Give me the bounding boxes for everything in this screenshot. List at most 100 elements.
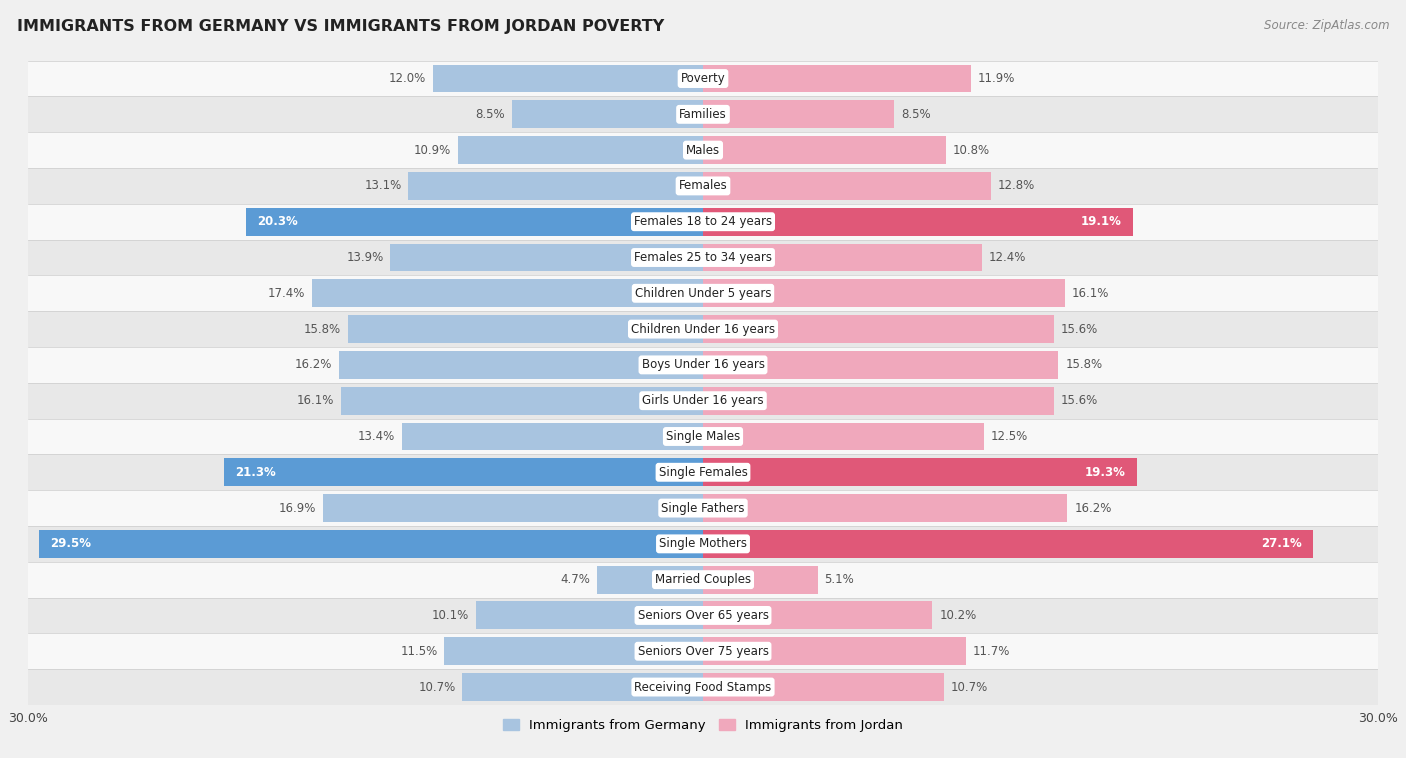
Text: Females 25 to 34 years: Females 25 to 34 years [634, 251, 772, 264]
Bar [28, 562, 1378, 597]
Bar [28, 312, 1378, 347]
Text: 29.5%: 29.5% [51, 537, 91, 550]
Text: Males: Males [686, 143, 720, 157]
Text: 16.2%: 16.2% [294, 359, 332, 371]
Bar [323, 494, 703, 522]
Text: 13.4%: 13.4% [357, 430, 395, 443]
Bar [347, 315, 703, 343]
Text: IMMIGRANTS FROM GERMANY VS IMMIGRANTS FROM JORDAN POVERTY: IMMIGRANTS FROM GERMANY VS IMMIGRANTS FR… [17, 19, 664, 34]
Bar [703, 208, 1133, 236]
Bar [475, 602, 703, 629]
Text: Single Fathers: Single Fathers [661, 502, 745, 515]
Text: 21.3%: 21.3% [235, 465, 276, 479]
Text: Single Females: Single Females [658, 465, 748, 479]
Bar [703, 136, 946, 164]
Text: Boys Under 16 years: Boys Under 16 years [641, 359, 765, 371]
Bar [703, 243, 981, 271]
Bar [703, 351, 1059, 379]
Text: 11.5%: 11.5% [401, 645, 437, 658]
Text: Married Couples: Married Couples [655, 573, 751, 586]
Bar [340, 387, 703, 415]
Bar [28, 454, 1378, 490]
Legend: Immigrants from Germany, Immigrants from Jordan: Immigrants from Germany, Immigrants from… [498, 713, 908, 737]
Text: 11.7%: 11.7% [973, 645, 1011, 658]
Bar [703, 64, 970, 92]
Text: 12.5%: 12.5% [991, 430, 1028, 443]
Text: Poverty: Poverty [681, 72, 725, 85]
Text: 12.0%: 12.0% [389, 72, 426, 85]
Bar [28, 526, 1378, 562]
Bar [703, 387, 1054, 415]
Bar [703, 565, 818, 594]
Bar [444, 637, 703, 666]
Bar [312, 280, 703, 307]
Bar [28, 168, 1378, 204]
Bar [28, 96, 1378, 132]
Bar [28, 204, 1378, 240]
Text: 27.1%: 27.1% [1261, 537, 1302, 550]
Bar [703, 530, 1313, 558]
Bar [28, 490, 1378, 526]
Bar [28, 61, 1378, 96]
Bar [402, 422, 703, 450]
Bar [598, 565, 703, 594]
Text: 15.8%: 15.8% [1066, 359, 1102, 371]
Text: 19.1%: 19.1% [1081, 215, 1122, 228]
Text: 10.2%: 10.2% [939, 609, 976, 622]
Text: Children Under 5 years: Children Under 5 years [634, 287, 772, 300]
Text: 16.2%: 16.2% [1074, 502, 1112, 515]
Text: 8.5%: 8.5% [901, 108, 931, 121]
Bar [28, 347, 1378, 383]
Text: 16.9%: 16.9% [278, 502, 316, 515]
Text: Females: Females [679, 180, 727, 193]
Bar [703, 602, 932, 629]
Text: 12.8%: 12.8% [998, 180, 1035, 193]
Bar [246, 208, 703, 236]
Text: 5.1%: 5.1% [824, 573, 855, 586]
Bar [28, 132, 1378, 168]
Text: 12.4%: 12.4% [988, 251, 1026, 264]
Bar [39, 530, 703, 558]
Text: Receiving Food Stamps: Receiving Food Stamps [634, 681, 772, 694]
Bar [703, 459, 1137, 486]
Text: 10.7%: 10.7% [419, 681, 456, 694]
Bar [433, 64, 703, 92]
Text: Seniors Over 75 years: Seniors Over 75 years [637, 645, 769, 658]
Bar [28, 634, 1378, 669]
Text: 20.3%: 20.3% [257, 215, 298, 228]
Text: 13.1%: 13.1% [364, 180, 402, 193]
Bar [224, 459, 703, 486]
Bar [703, 280, 1066, 307]
Bar [408, 172, 703, 200]
Bar [28, 418, 1378, 454]
Bar [703, 494, 1067, 522]
Text: 19.3%: 19.3% [1085, 465, 1126, 479]
Bar [339, 351, 703, 379]
Text: 16.1%: 16.1% [297, 394, 335, 407]
Text: 10.9%: 10.9% [413, 143, 451, 157]
Bar [703, 422, 984, 450]
Text: 15.8%: 15.8% [304, 323, 340, 336]
Bar [512, 100, 703, 128]
Text: Females 18 to 24 years: Females 18 to 24 years [634, 215, 772, 228]
Bar [391, 243, 703, 271]
Text: Girls Under 16 years: Girls Under 16 years [643, 394, 763, 407]
Text: Families: Families [679, 108, 727, 121]
Bar [703, 637, 966, 666]
Bar [28, 275, 1378, 312]
Bar [703, 172, 991, 200]
Text: 11.9%: 11.9% [977, 72, 1015, 85]
Text: 13.9%: 13.9% [346, 251, 384, 264]
Text: 10.1%: 10.1% [432, 609, 470, 622]
Bar [703, 673, 943, 701]
Text: Single Males: Single Males [666, 430, 740, 443]
Text: 4.7%: 4.7% [561, 573, 591, 586]
Text: Single Mothers: Single Mothers [659, 537, 747, 550]
Text: 15.6%: 15.6% [1060, 394, 1098, 407]
Text: Seniors Over 65 years: Seniors Over 65 years [637, 609, 769, 622]
Text: 10.8%: 10.8% [953, 143, 990, 157]
Bar [28, 240, 1378, 275]
Bar [703, 100, 894, 128]
Bar [463, 673, 703, 701]
Text: 10.7%: 10.7% [950, 681, 987, 694]
